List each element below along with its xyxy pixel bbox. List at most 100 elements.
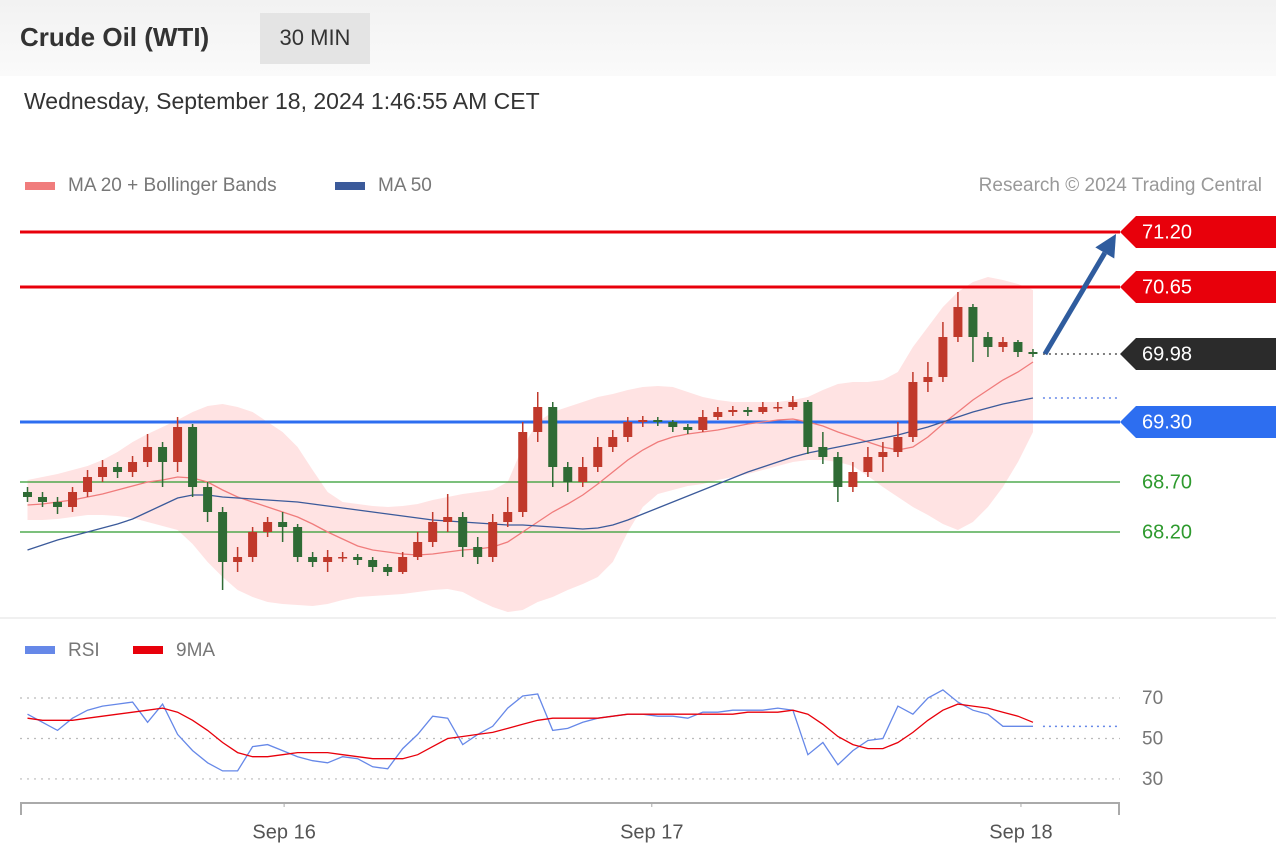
- candle-body: [878, 452, 888, 457]
- candle-body: [143, 447, 153, 462]
- candle-body: [113, 467, 123, 472]
- x-tick-label: Sep 16: [252, 821, 315, 843]
- legend-label: MA 50: [378, 175, 432, 196]
- candle-body: [968, 307, 978, 337]
- candle-body: [698, 417, 708, 430]
- candle-body: [368, 560, 378, 567]
- candle-body: [653, 420, 663, 422]
- candle-body: [563, 467, 573, 482]
- candle-body: [263, 522, 273, 532]
- candle-body: [1013, 342, 1023, 352]
- forecast-arrow: [1042, 251, 1107, 356]
- legend-swatch: [335, 182, 365, 190]
- candle-body: [53, 502, 63, 507]
- level-label: 71.20: [1142, 221, 1192, 243]
- candle-body: [998, 342, 1008, 347]
- interval-box[interactable]: [260, 13, 370, 64]
- candle-body: [308, 557, 318, 562]
- candle-body: [278, 522, 288, 527]
- level-tag: [1120, 406, 1276, 438]
- level-label: 69.30: [1142, 411, 1192, 433]
- candle-body: [908, 382, 918, 437]
- candle-body: [38, 497, 48, 502]
- copyright: Research © 2024 Trading Central: [979, 175, 1262, 196]
- level-label: 70.65: [1142, 276, 1192, 298]
- candle-body: [848, 472, 858, 487]
- candle-body: [188, 427, 198, 487]
- level-tag: [1120, 338, 1276, 370]
- candle-body: [518, 432, 528, 512]
- header-bar: [0, 0, 1276, 76]
- candle-body: [128, 462, 138, 472]
- legend-label: RSI: [68, 640, 100, 661]
- candle-body: [1028, 352, 1038, 354]
- candle-body: [728, 410, 738, 412]
- candle-body: [323, 557, 333, 562]
- title: Crude Oil (WTI): [20, 22, 209, 52]
- candle-body: [983, 337, 993, 347]
- x-tick-label: Sep 18: [989, 821, 1052, 843]
- candle-body: [953, 307, 963, 337]
- candle-body: [23, 492, 33, 497]
- candle-body: [893, 437, 903, 452]
- y-tick-label: 30: [1142, 769, 1163, 790]
- level-label: 68.70: [1142, 471, 1192, 493]
- candle-body: [803, 402, 813, 447]
- candle-body: [218, 512, 228, 562]
- candle-body: [413, 542, 423, 557]
- legend-swatch: [133, 646, 163, 654]
- candle-body: [623, 422, 633, 437]
- candle-body: [923, 377, 933, 382]
- candle-body: [833, 457, 843, 487]
- candle-body: [338, 557, 348, 559]
- candle-body: [533, 407, 543, 432]
- candle-body: [398, 557, 408, 572]
- y-tick-label: 50: [1142, 728, 1163, 749]
- candle-body: [233, 557, 243, 562]
- candle-body: [458, 517, 468, 547]
- level-label: 68.20: [1142, 521, 1192, 543]
- candle-body: [713, 412, 723, 417]
- candle-body: [488, 522, 498, 557]
- candle-body: [938, 337, 948, 377]
- candle-body: [863, 457, 873, 472]
- indicator-line: [27, 703, 1034, 760]
- candle-body: [743, 410, 753, 412]
- candle-body: [593, 447, 603, 467]
- candle-body: [248, 532, 258, 557]
- legend-swatch: [25, 646, 55, 654]
- candle-body: [443, 517, 453, 522]
- level-label: 69.98: [1142, 343, 1192, 365]
- level-tag: [1120, 216, 1276, 248]
- candle-body: [818, 447, 828, 457]
- candle-body: [173, 427, 183, 462]
- timestamp: Wednesday, September 18, 2024 1:46:55 AM…: [24, 88, 540, 114]
- candle-body: [98, 467, 108, 477]
- candle-body: [293, 527, 303, 557]
- interval[interactable]: 30 MIN: [280, 25, 351, 50]
- legend-label: 9MA: [176, 640, 215, 661]
- candle-body: [773, 407, 783, 409]
- candle-body: [683, 427, 693, 430]
- candle-body: [758, 407, 768, 412]
- candle-body: [383, 567, 393, 572]
- candle-body: [638, 420, 648, 422]
- indicator-line: [27, 689, 1033, 772]
- candle-body: [473, 547, 483, 557]
- candle-body: [503, 512, 513, 522]
- candle-body: [578, 467, 588, 482]
- candle-body: [608, 437, 618, 447]
- candle-body: [788, 402, 798, 407]
- bollinger-band: [27, 277, 1033, 612]
- legend-swatch: [25, 182, 55, 190]
- candle-body: [353, 557, 363, 560]
- x-tick-label: Sep 17: [620, 821, 683, 843]
- candle-body: [668, 422, 678, 427]
- candle-body: [83, 477, 93, 492]
- candle-body: [158, 447, 168, 462]
- y-tick-label: 70: [1142, 688, 1163, 709]
- forecast-arrow-head: [1095, 234, 1116, 259]
- candle-body: [203, 487, 213, 512]
